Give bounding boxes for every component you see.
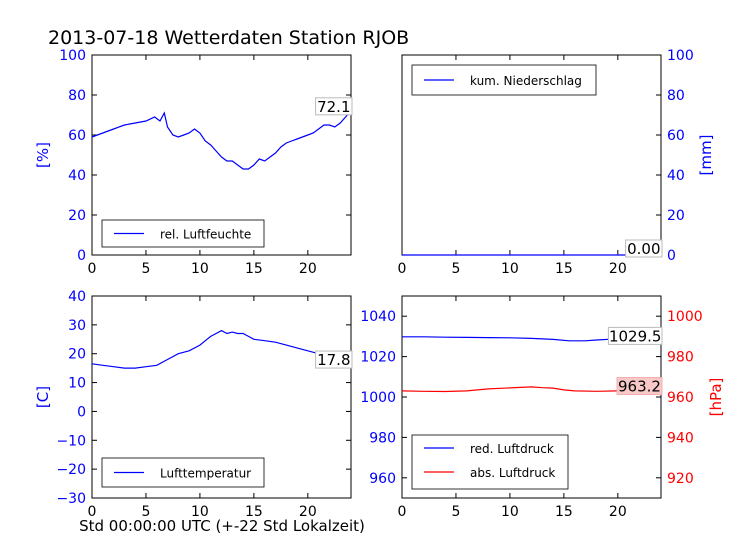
y-tick-label: 1000 xyxy=(360,390,396,406)
series-line-rel-luftfeuchte xyxy=(91,110,352,170)
y-tick-label: 980 xyxy=(369,430,396,446)
y-tick-label: 100 xyxy=(59,48,86,64)
x-tick-label: 10 xyxy=(501,261,519,277)
legend-label: Lufttemperatur xyxy=(160,467,251,481)
y-tick-label: 80 xyxy=(667,88,685,104)
y-axis-label-right: [hPa] xyxy=(707,378,725,417)
x-tick-label: 5 xyxy=(451,261,460,277)
y-tick-label: 60 xyxy=(667,128,685,144)
x-tick-label: 20 xyxy=(609,504,627,520)
axes-frame xyxy=(91,295,352,499)
series-line-lufttemperatur xyxy=(91,329,352,369)
y-tick-label: 960 xyxy=(369,471,396,487)
y-tick-label-right: 1000 xyxy=(667,309,703,325)
y-tick-label: 100 xyxy=(667,48,694,64)
y-tick-label: 40 xyxy=(68,289,86,305)
value-label-box xyxy=(625,239,663,258)
x-tick-label: 5 xyxy=(141,504,150,520)
y-tick-label: 10 xyxy=(68,376,86,392)
x-tick-label: 10 xyxy=(191,504,209,520)
value-label-box xyxy=(315,97,353,116)
y-tick-label-right: 960 xyxy=(667,390,694,406)
y-tick-label: 1020 xyxy=(360,350,396,366)
x-tick-label: 0 xyxy=(88,261,97,277)
x-tick-label: 0 xyxy=(398,504,407,520)
y-axis-label: [%] xyxy=(34,142,52,168)
panel-bottom-left: 0 5 10 15 20 −30 −20 −10 0 10 20 30 40 [C] 17.8 Lufttem… xyxy=(34,289,353,520)
y-tick-label: −10 xyxy=(56,433,86,449)
panel-top-left: 0 5 10 15 20 0 20 40 60 80 100 [%] 72.1 rel. Luftfeuc… xyxy=(34,48,353,277)
y-tick-label-right: 980 xyxy=(667,350,694,366)
y-tick-label: 1040 xyxy=(360,309,396,325)
x-tick-label: 15 xyxy=(245,504,263,520)
y-tick-label: 0 xyxy=(667,248,676,264)
x-tick-label: 20 xyxy=(299,261,317,277)
end-value-label: 72.1 xyxy=(317,98,350,116)
value-label-box xyxy=(616,376,663,395)
x-tick-label: 5 xyxy=(141,261,150,277)
bottom-xlabel: Std 00:00:00 UTC (+-22 Std Lokalzeit) xyxy=(79,517,365,535)
y-tick-label: 40 xyxy=(68,168,86,184)
x-tick-label: 0 xyxy=(398,261,407,277)
end-value-label: 0.00 xyxy=(627,240,660,258)
x-tick-label: 10 xyxy=(501,504,519,520)
x-tick-label: 15 xyxy=(555,504,573,520)
y-tick-label: 80 xyxy=(68,88,86,104)
x-tick-label: 20 xyxy=(609,261,627,277)
y-tick-label: 20 xyxy=(68,347,86,363)
y-tick-label: 20 xyxy=(68,208,86,224)
value-label-box xyxy=(607,326,663,345)
y-tick-label: −30 xyxy=(56,491,86,507)
legend xyxy=(411,434,569,490)
x-tick-label: 0 xyxy=(88,504,97,520)
axes-frame xyxy=(91,54,352,256)
y-tick-label: 0 xyxy=(77,248,86,264)
end-value-label: 17.8 xyxy=(317,351,350,369)
y-tick-label: 20 xyxy=(667,208,685,224)
y-tick-label: 0 xyxy=(77,404,86,420)
figure-title: 2013-07-18 Wetterdaten Station RJOB xyxy=(48,27,409,49)
end-value-label: 963.2 xyxy=(618,377,661,395)
series-line-abs-luftdruck xyxy=(401,386,662,393)
panel-bottom-right: 0 5 10 15 20 960 980 1000 1020 1040 920 940 960 980 10… xyxy=(360,295,725,520)
legend-label: kum. Niederschlag xyxy=(470,74,582,88)
x-tick-label: 20 xyxy=(299,504,317,520)
y-axis-label: [mm] xyxy=(697,135,715,176)
y-tick-label-right: 920 xyxy=(667,471,694,487)
x-tick-label: 15 xyxy=(555,261,573,277)
legend-label: red. Luftdruck xyxy=(470,442,554,456)
end-value-label: 1029.5 xyxy=(609,327,662,345)
y-tick-label: 60 xyxy=(68,128,86,144)
x-tick-label: 15 xyxy=(245,261,263,277)
y-tick-label: 40 xyxy=(667,168,685,184)
panel-top-right: 0 5 10 15 20 0 20 40 60 80 100 [mm] 0.00 kum. Nieders… xyxy=(398,48,715,277)
y-tick-label: 30 xyxy=(68,318,86,334)
value-label-box xyxy=(315,350,353,369)
legend-label: rel. Luftfeuchte xyxy=(160,228,251,242)
x-tick-label: 5 xyxy=(451,504,460,520)
y-tick-label-right: 940 xyxy=(667,430,694,446)
x-tick-label: 10 xyxy=(191,261,209,277)
legend-label: abs. Luftdruck xyxy=(470,466,555,480)
y-axis-label: [C] xyxy=(34,386,52,408)
y-tick-label: −20 xyxy=(56,462,86,478)
